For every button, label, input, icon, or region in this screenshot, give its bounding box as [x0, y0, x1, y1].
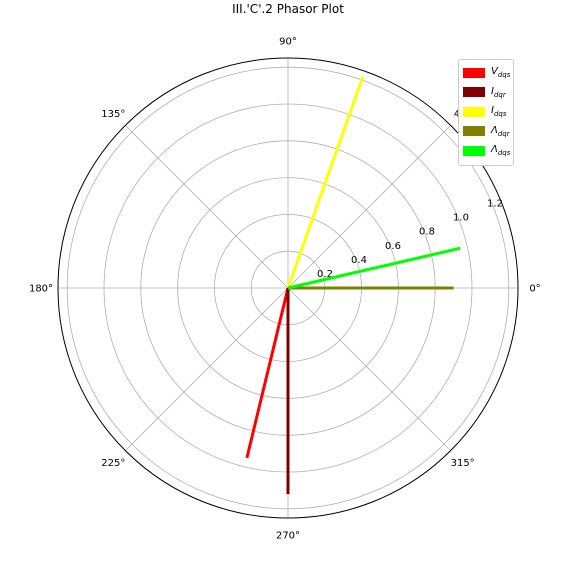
legend: Vdqs Idqr Idqs Λdqr Λdqs: [458, 59, 514, 166]
angle-tick-label: 270°: [276, 531, 300, 542]
angular-gridline: [287, 125, 451, 289]
legend-item: Λdqr: [463, 122, 510, 142]
radial-tick-label: 0.6: [385, 241, 401, 252]
phasor-line: [286, 75, 365, 289]
chart-title: III.'C'.2 Phasor Plot: [232, 2, 344, 16]
legend-swatch: [463, 106, 485, 117]
phasor-line: [287, 246, 461, 290]
legend-item: Λdqs: [463, 141, 511, 161]
angular-gridline: [125, 287, 289, 451]
legend-label: Λdqr: [491, 124, 510, 138]
legend-item: Idqs: [463, 102, 509, 122]
legend-label: Vdqs: [491, 66, 511, 80]
legend-swatch: [463, 67, 485, 78]
angle-tick-label: 135°: [101, 109, 125, 120]
angular-gridline: [125, 125, 289, 289]
legend-swatch: [463, 87, 485, 98]
radial-tick-label: 1.0: [453, 213, 469, 224]
radial-tick-label: 0.2: [317, 269, 333, 280]
polar-frame: [57, 57, 519, 519]
angle-tick-label: 90°: [279, 37, 297, 48]
radial-tick-label: 0.4: [351, 255, 367, 266]
angular-gridline: [287, 287, 451, 451]
radial-tick-label: 1.2: [487, 199, 503, 210]
angle-tick-label: 180°: [29, 284, 53, 295]
phasor-line: [245, 287, 290, 459]
angle-tick-label: 0°: [529, 284, 540, 295]
legend-label: Idqs: [491, 105, 507, 119]
legend-item: Idqr: [463, 83, 509, 103]
legend-swatch: [463, 126, 485, 137]
legend-label: Idqr: [491, 85, 506, 99]
angle-tick-label: 225°: [101, 458, 125, 469]
legend-label: Λdqs: [491, 144, 511, 158]
legend-item: Vdqs: [463, 63, 511, 83]
legend-swatch: [463, 145, 485, 156]
radial-tick-label: 0.8: [419, 227, 435, 238]
angle-tick-label: 315°: [451, 458, 475, 469]
